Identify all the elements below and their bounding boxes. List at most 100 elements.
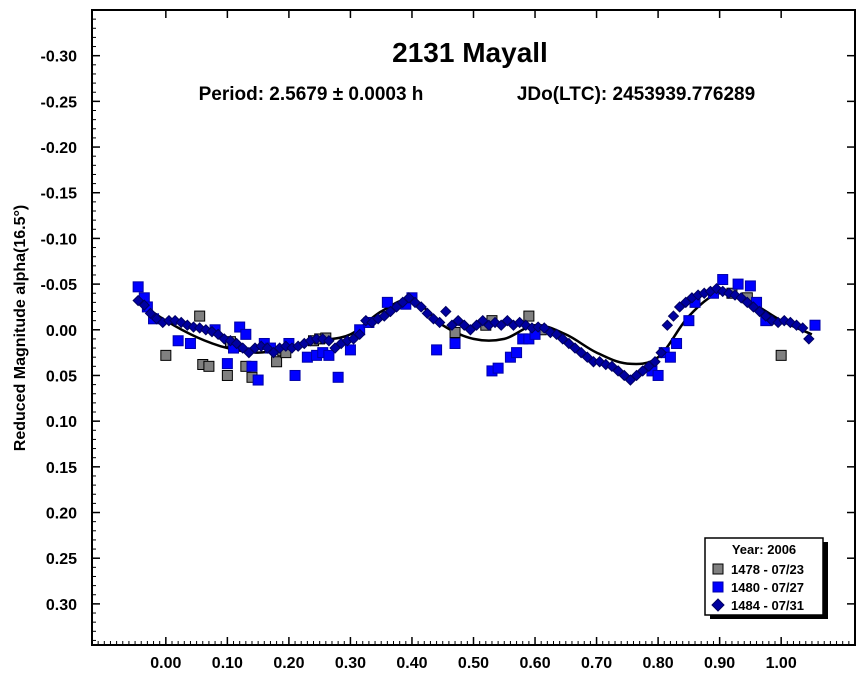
y-tick-label: 0.10 [46, 414, 77, 431]
legend-entry-1480: 1480 - 07/27 [731, 580, 804, 595]
data-point-3 [618, 369, 630, 382]
data-point-2 [671, 337, 683, 349]
data-point-3 [347, 333, 360, 345]
data-point-3 [206, 325, 218, 338]
y-tick-label: 0.25 [46, 551, 77, 568]
data-point-2 [652, 369, 664, 381]
data-point-3 [760, 310, 772, 322]
x-tick-label: 0.40 [396, 655, 427, 672]
data-point-3 [581, 351, 594, 363]
data-point-3 [593, 356, 606, 368]
data-point-2 [809, 319, 821, 331]
data-point-3 [784, 316, 797, 329]
data-point-3 [433, 316, 446, 329]
data-point-3 [255, 340, 267, 352]
data-point-3 [458, 319, 470, 331]
data-point-2 [664, 351, 676, 363]
data-point-3 [397, 296, 409, 309]
y-axis: -0.30 -0.25 -0.20 -0.15 -0.10 -0.05 0.00 0.05 0.… [41, 9, 855, 641]
data-point-3 [415, 301, 427, 313]
legend-box [704, 537, 824, 616]
y-tick-label: 0.05 [46, 368, 77, 385]
data-point-2 [221, 358, 233, 370]
chart-title: 2131 Mayall [392, 37, 548, 68]
legend-title: Year: 2006 [732, 542, 796, 557]
data-point-2 [234, 321, 246, 333]
data-point-3 [649, 356, 661, 368]
data-point-3 [501, 314, 514, 327]
data-point-3 [452, 314, 464, 327]
legend-entry-1478: 1478 - 07/23 [731, 562, 804, 577]
data-point-2 [492, 362, 504, 374]
legend: Year: 2006 1478 - 07/23 1480 - 07/27 148… [704, 537, 828, 619]
data-point-3 [796, 322, 809, 334]
data-point-3 [643, 360, 655, 373]
x-tick-label: 0.90 [704, 655, 735, 672]
x-axis: 0.00 0.10 0.20 0.30 0.40 0.50 0.60 0.70 0.80 0.90… [97, 10, 850, 672]
legend-marker-1480 [712, 581, 724, 593]
data-point-3 [421, 307, 434, 320]
data-point-3 [673, 301, 686, 313]
data-point-2 [381, 296, 393, 308]
data-point-2 [717, 274, 729, 286]
data-point-3 [237, 342, 249, 354]
data-point-3 [557, 333, 569, 345]
y-tick-label: 0.20 [46, 506, 77, 523]
data-point-3 [378, 310, 390, 322]
data-point-3 [753, 305, 766, 318]
x-tick-label: 0.70 [581, 655, 612, 672]
data-point-2 [511, 347, 523, 359]
data-point-3 [606, 360, 618, 373]
data-point-3 [200, 324, 212, 336]
data-point-3 [680, 296, 692, 309]
data-point-3 [384, 305, 397, 318]
data-point-1 [271, 356, 283, 368]
data-point-2 [184, 337, 196, 349]
data-point-3 [637, 365, 649, 377]
data-point-3 [440, 305, 452, 318]
data-point-2 [301, 351, 313, 363]
data-point-3 [735, 292, 747, 304]
x-tick-label: 0.60 [519, 655, 550, 672]
legend-entry-1484: 1484 - 07/31 [731, 598, 804, 613]
y-tick-label: -0.20 [41, 140, 78, 157]
data-point-1 [203, 360, 215, 372]
data-point-1 [523, 310, 535, 322]
chart-subtitle-epoch: JDo(LTC): 2453939.776289 [517, 84, 755, 105]
data-point-3 [747, 301, 760, 313]
data-point-3 [267, 346, 280, 359]
data-point-3 [470, 319, 483, 331]
data-point-3 [403, 292, 415, 304]
data-point-3 [138, 299, 151, 311]
data-point-3 [655, 346, 667, 359]
data-point-3 [317, 333, 329, 345]
data-point-2 [744, 280, 756, 292]
data-point-3 [729, 289, 741, 301]
x-tick-label: 0.20 [273, 655, 304, 672]
x-tick-label: 0.00 [150, 655, 181, 672]
data-point-2 [683, 315, 695, 327]
data-point-3 [630, 369, 643, 382]
data-point-3 [329, 342, 341, 354]
data-point-3 [569, 342, 581, 354]
data-point-3 [261, 342, 274, 354]
data-point-2 [172, 335, 184, 347]
data-point-3 [477, 314, 489, 327]
data-point-3 [353, 328, 366, 341]
data-point-3 [181, 319, 194, 331]
data-point-3 [224, 335, 237, 347]
x-tick-label: 1.00 [766, 655, 797, 672]
data-point-3 [741, 296, 754, 309]
data-point-3 [464, 324, 477, 336]
y-tick-label: -0.05 [41, 277, 78, 294]
data-point-3 [600, 358, 612, 371]
data-point-3 [575, 346, 587, 359]
data-point-3 [243, 346, 255, 359]
data-point-3 [716, 285, 729, 298]
data-point-3 [803, 333, 815, 345]
data-point-3 [132, 294, 144, 307]
x-tick-label: 0.30 [335, 655, 366, 672]
data-point-1 [160, 349, 172, 361]
y-tick-label: -0.30 [41, 49, 78, 66]
data-point-2 [344, 344, 356, 356]
